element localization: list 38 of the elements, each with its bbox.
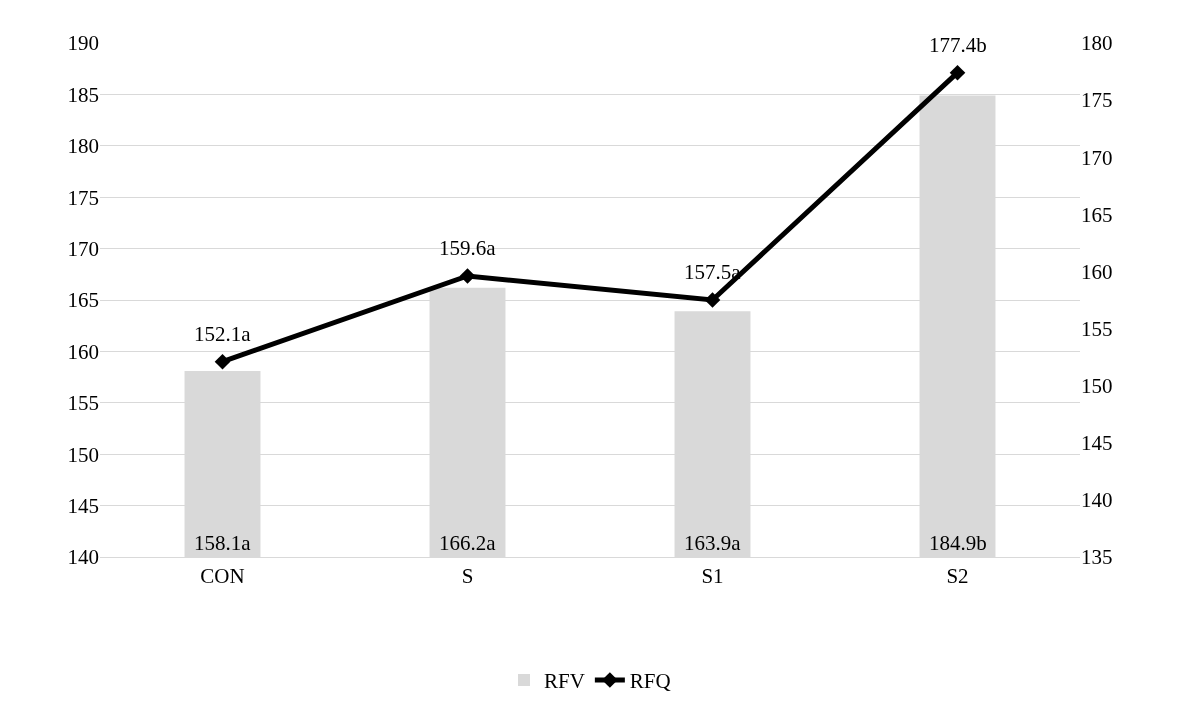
point — [214, 353, 231, 370]
y-tick-label: 175 — [67, 185, 99, 210]
y2-tick-label: 160 — [1081, 259, 1113, 284]
x-tick-label: CON — [200, 564, 245, 589]
data-label: 163.9a — [684, 531, 742, 555]
legend-label: RFV — [544, 669, 585, 694]
data-label: 166.2a — [439, 531, 497, 555]
y2-tick-label: 155 — [1081, 316, 1113, 341]
point — [949, 64, 966, 81]
y-tick-label: 155 — [67, 391, 99, 416]
y-tick-label: 165 — [67, 288, 99, 313]
y2-tick-label: 150 — [1081, 374, 1113, 399]
point — [704, 292, 721, 308]
y2-tick-label: 140 — [1081, 488, 1113, 513]
y2-tick-label: 180 — [1081, 31, 1113, 56]
point — [459, 268, 476, 284]
y-tick-label: 145 — [67, 493, 99, 518]
y-tick-label: 180 — [67, 134, 99, 159]
y-tick-label: 150 — [67, 442, 99, 467]
data-label: 158.1a — [194, 531, 252, 555]
y-tick-label: 160 — [67, 339, 99, 364]
data-label: 152.1a — [194, 322, 252, 346]
y2-tick-label: 165 — [1081, 202, 1113, 227]
data-label: 159.6a — [439, 236, 497, 260]
x-tick-label: S2 — [946, 564, 969, 589]
y2-tick-label: 145 — [1081, 431, 1113, 456]
y2-tick-label: 135 — [1081, 545, 1113, 570]
y-tick-label: 185 — [67, 82, 99, 107]
data-label: 177.4b — [929, 33, 987, 57]
x-tick-label: S1 — [701, 564, 724, 589]
y-tick-label: 140 — [67, 545, 99, 570]
legend-label: RFQ — [629, 669, 671, 694]
y-tick-label: 170 — [67, 236, 99, 261]
y2-tick-label: 170 — [1081, 145, 1113, 170]
y2-tick-label: 175 — [1081, 88, 1113, 113]
data-label: 184.9b — [929, 531, 987, 555]
x-tick-label: S — [461, 564, 474, 589]
y-tick-label: 190 — [67, 31, 99, 56]
